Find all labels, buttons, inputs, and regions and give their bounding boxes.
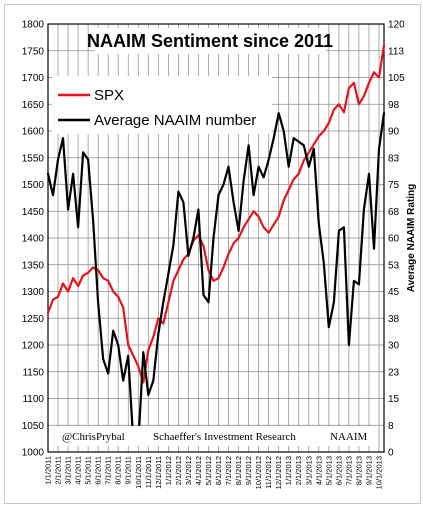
x-tick-label: 2/1/2013 bbox=[294, 456, 303, 485]
spx-series-line bbox=[46, 44, 386, 384]
left-tick-label: 1750 bbox=[22, 46, 45, 57]
chart-title: NAAIM Sentiment since 2011 bbox=[87, 31, 333, 51]
legend-backdrop bbox=[52, 76, 272, 134]
x-tick-label: 8/1/2011 bbox=[114, 456, 123, 485]
left-tick-label: 1100 bbox=[22, 394, 44, 405]
left-tick-label: 1450 bbox=[22, 207, 45, 218]
left-tick-label: 1550 bbox=[22, 153, 45, 164]
x-tick-label: 12/1/2011 bbox=[154, 456, 163, 489]
legend-label-spx: SPX bbox=[94, 87, 124, 104]
right-axis-label: Average NAAIM Rating bbox=[406, 184, 417, 293]
x-tick-label: 7/1/2012 bbox=[224, 456, 233, 485]
right-tick-label: 83 bbox=[388, 153, 400, 164]
x-tick-label: 1/1/2011 bbox=[44, 456, 53, 485]
right-tick-label: 8 bbox=[388, 421, 394, 432]
x-tick-label: 9/1/2013 bbox=[364, 456, 373, 485]
right-tick-label: 75 bbox=[388, 180, 400, 191]
right-tick-label: 90 bbox=[388, 127, 400, 138]
right-tick-label: 23 bbox=[388, 367, 400, 378]
left-axis: 1000 1050 1100 1150 1200 1250 1300 1350 1400 1450… bbox=[22, 20, 45, 459]
x-tick-label: 8/1/2012 bbox=[234, 456, 243, 485]
naaim-series-line bbox=[46, 112, 386, 446]
right-tick-label: 30 bbox=[388, 341, 400, 352]
x-tick-label: 10/1/2013 bbox=[374, 456, 383, 489]
x-tick-label: 2/1/2012 bbox=[174, 456, 183, 485]
credit-author: @ChrisPrybal bbox=[62, 431, 125, 443]
x-tick-label: 7/1/2011 bbox=[104, 456, 113, 485]
right-tick-label: 98 bbox=[388, 100, 400, 111]
x-tick-label: 3/1/2012 bbox=[184, 456, 193, 485]
right-tick-label: 60 bbox=[388, 234, 400, 245]
plot-area bbox=[47, 23, 385, 453]
x-tick-label: 5/1/2013 bbox=[324, 456, 333, 485]
x-tick-label: 7/1/2013 bbox=[344, 456, 353, 485]
x-tick-label: 3/1/2013 bbox=[304, 456, 313, 485]
left-tick-label: 1050 bbox=[22, 421, 45, 432]
x-tick-label: 12/1/2012 bbox=[274, 456, 283, 489]
x-tick-label: 5/1/2012 bbox=[204, 456, 213, 485]
x-axis: 1/1/2011 2/1/2011 3/1/2011 4/1/2011 5/1/2011… bbox=[44, 456, 384, 489]
x-tick-label: 4/1/2011 bbox=[74, 456, 83, 485]
x-tick-label: 4/1/2012 bbox=[194, 456, 203, 485]
left-tick-label: 1650 bbox=[22, 100, 45, 111]
left-tick-label: 1600 bbox=[22, 127, 45, 138]
x-tick-label: 5/1/2011 bbox=[84, 456, 93, 485]
legend-label-naaim: Average NAAIM number bbox=[94, 112, 256, 129]
right-tick-label: 68 bbox=[388, 207, 400, 218]
left-tick-label: 1300 bbox=[22, 287, 45, 298]
x-tick-label: 6/1/2013 bbox=[334, 456, 343, 485]
x-tick-label: 6/1/2011 bbox=[94, 456, 103, 485]
x-tick-label: 11/1/2012 bbox=[264, 456, 273, 489]
credit-publisher: Schaeffer's Investment Research bbox=[153, 431, 296, 443]
left-tick-label: 1000 bbox=[22, 448, 45, 459]
x-tick-label: 2/1/2011 bbox=[54, 456, 63, 485]
right-tick-label: 105 bbox=[388, 73, 405, 84]
left-tick-label: 1400 bbox=[22, 234, 45, 245]
left-tick-label: 1200 bbox=[22, 341, 45, 352]
x-tick-label: 3/1/2011 bbox=[64, 456, 73, 485]
left-tick-label: 1800 bbox=[22, 20, 45, 31]
series-lines bbox=[46, 44, 386, 446]
x-tick-label: 4/1/2013 bbox=[314, 456, 323, 485]
x-tick-label: 9/1/2011 bbox=[124, 456, 133, 485]
right-tick-label: 53 bbox=[388, 260, 400, 271]
left-tick-label: 1250 bbox=[22, 314, 45, 325]
x-tick-label: 11/1/2011 bbox=[144, 456, 153, 488]
x-tick-label: 1/1/2012 bbox=[164, 456, 173, 485]
x-tick-label: 1/1/2013 bbox=[284, 456, 293, 485]
x-tick-label: 8/1/2013 bbox=[354, 456, 363, 485]
x-tick-label: 6/1/2012 bbox=[214, 456, 223, 485]
right-axis: 0 8 15 23 30 38 45 53 60 68 75 83 90 98 105 113 120 bbox=[388, 20, 405, 459]
x-tick-label: 10/1/2012 bbox=[254, 456, 263, 489]
right-tick-label: 45 bbox=[388, 287, 400, 298]
right-tick-label: 120 bbox=[388, 20, 405, 31]
right-tick-label: 113 bbox=[388, 46, 404, 57]
left-tick-label: 1500 bbox=[22, 180, 45, 191]
title-backdrop bbox=[94, 28, 326, 54]
right-tick-label: 38 bbox=[388, 314, 400, 325]
credits-backdrop bbox=[56, 426, 376, 446]
x-tick-label: 10/1/2011 bbox=[134, 456, 143, 489]
right-tick-label: 15 bbox=[388, 394, 400, 405]
right-tick-label: 0 bbox=[388, 448, 394, 459]
left-tick-label: 1350 bbox=[22, 260, 45, 271]
credit-source: NAAIM bbox=[330, 431, 367, 443]
left-tick-label: 1700 bbox=[22, 73, 45, 84]
x-tick-label: 9/1/2012 bbox=[244, 456, 253, 485]
left-tick-label: 1150 bbox=[22, 367, 44, 378]
